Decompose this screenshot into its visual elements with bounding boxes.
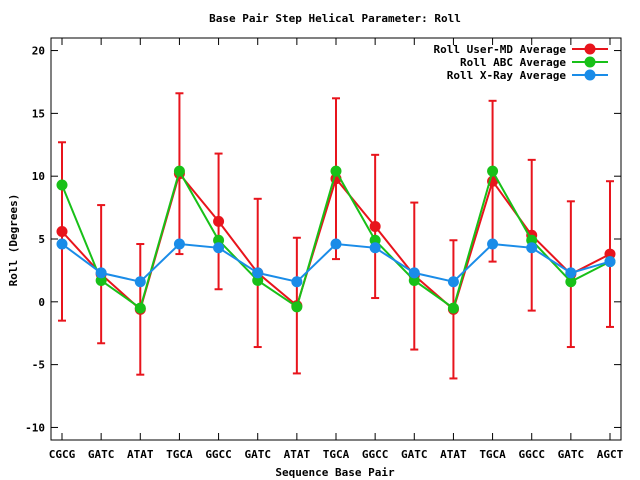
data-point-series-1 bbox=[291, 301, 303, 313]
data-point-series-2 bbox=[291, 276, 303, 288]
x-tick-label: TGCA bbox=[479, 448, 506, 461]
data-point-series-1 bbox=[173, 165, 185, 177]
data-point-series-1 bbox=[408, 274, 420, 286]
x-tick-label: GATC bbox=[244, 448, 271, 461]
legend-label: Roll User-MD Average bbox=[434, 43, 567, 56]
x-tick-label: GATC bbox=[558, 448, 585, 461]
x-tick-label: ATAT bbox=[284, 448, 311, 461]
x-tick-label: GATC bbox=[88, 448, 115, 461]
x-tick-label: ATAT bbox=[440, 448, 467, 461]
legend-marker bbox=[584, 69, 596, 81]
data-point-series-2 bbox=[369, 242, 381, 254]
data-point-series-1 bbox=[526, 234, 538, 246]
data-point-series-2 bbox=[173, 238, 185, 250]
data-point-series-1 bbox=[56, 179, 68, 191]
data-point-series-2 bbox=[56, 238, 68, 250]
data-point-series-2 bbox=[134, 276, 146, 288]
x-axis-label: Sequence Base Pair bbox=[275, 466, 395, 479]
legend-marker bbox=[584, 56, 596, 68]
data-point-series-1 bbox=[252, 274, 264, 286]
x-tick-label: AGCT bbox=[597, 448, 624, 461]
x-tick-label: TGCA bbox=[166, 448, 193, 461]
chart-title: Base Pair Step Helical Parameter: Roll bbox=[209, 12, 461, 25]
data-point-series-1 bbox=[330, 165, 342, 177]
x-tick-label: CGCG bbox=[49, 448, 76, 461]
x-tick-label: GGCC bbox=[205, 448, 232, 461]
data-point-series-1 bbox=[369, 234, 381, 246]
data-point-series-2 bbox=[213, 242, 225, 254]
data-point-series-2 bbox=[526, 242, 538, 254]
data-point-series-2 bbox=[604, 256, 616, 268]
data-point-series-0 bbox=[369, 220, 381, 232]
y-tick-label: 0 bbox=[38, 296, 45, 309]
data-point-series-1 bbox=[95, 274, 107, 286]
data-point-series-2 bbox=[487, 238, 499, 250]
data-point-series-0 bbox=[56, 225, 68, 237]
y-tick-label: 15 bbox=[32, 107, 45, 120]
data-point-series-2 bbox=[565, 267, 577, 279]
data-point-series-2 bbox=[447, 276, 459, 288]
y-tick-label: 5 bbox=[38, 233, 45, 246]
data-point-series-1 bbox=[134, 302, 146, 314]
x-tick-label: GGCC bbox=[518, 448, 545, 461]
data-point-series-2 bbox=[252, 267, 264, 279]
data-point-series-0 bbox=[604, 248, 616, 260]
x-tick-label: GGCC bbox=[362, 448, 389, 461]
data-point-series-2 bbox=[95, 267, 107, 279]
y-tick-label: 20 bbox=[32, 45, 45, 58]
data-point-series-1 bbox=[447, 302, 459, 314]
data-point-series-0 bbox=[213, 215, 225, 227]
data-point-series-2 bbox=[330, 238, 342, 250]
y-tick-label: -5 bbox=[32, 359, 45, 372]
legend-label: Roll ABC Average bbox=[460, 56, 566, 69]
y-tick-label: -10 bbox=[25, 421, 45, 434]
legend-label: Roll X-Ray Average bbox=[447, 69, 567, 82]
data-point-series-1 bbox=[213, 234, 225, 246]
data-point-series-1 bbox=[565, 276, 577, 288]
x-tick-label: ATAT bbox=[127, 448, 154, 461]
data-point-series-2 bbox=[408, 267, 420, 279]
plot-area: -10 -5 0 5 10 15 20 CGCG GATC ATAT TGCA GGCC GATC ATA… bbox=[25, 37, 624, 461]
legend-marker bbox=[584, 43, 596, 55]
y-tick-label: 10 bbox=[32, 170, 45, 183]
data-point-series-1 bbox=[487, 165, 499, 177]
x-tick-label: GATC bbox=[401, 448, 428, 461]
y-axis-label: Roll (Degrees) bbox=[7, 194, 20, 287]
x-tick-label: TGCA bbox=[323, 448, 350, 461]
